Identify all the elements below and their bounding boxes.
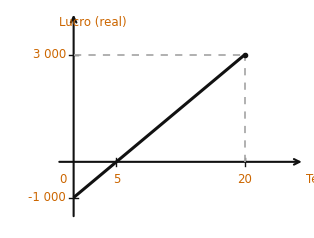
Text: 5: 5 <box>113 173 120 186</box>
Text: 20: 20 <box>237 173 252 186</box>
Text: 0: 0 <box>59 173 66 186</box>
Text: 3 000: 3 000 <box>33 48 66 61</box>
Text: -1 000: -1 000 <box>29 191 66 204</box>
Text: Tempo (dia): Tempo (dia) <box>306 173 314 186</box>
Text: Lucro (real): Lucro (real) <box>59 16 126 30</box>
